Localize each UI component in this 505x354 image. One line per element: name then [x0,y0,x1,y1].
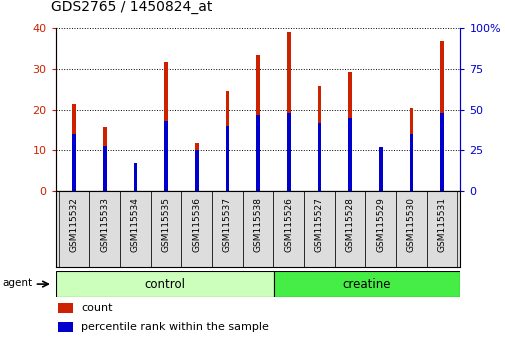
Text: GSM115538: GSM115538 [253,197,262,252]
Text: GSM115529: GSM115529 [376,197,384,252]
Bar [286,32,290,191]
Bar [133,170,137,191]
Bar [439,41,443,191]
Text: agent: agent [3,278,33,288]
Bar [273,271,460,297]
Bar [72,104,76,191]
Bar [225,91,229,191]
Text: GSM115526: GSM115526 [284,197,292,252]
Bar [59,322,73,332]
Bar [439,113,443,191]
Text: GSM115536: GSM115536 [192,197,201,252]
Bar [120,191,150,267]
Text: percentile rank within the sample: percentile rank within the sample [81,322,269,332]
Text: GDS2765 / 1450824_at: GDS2765 / 1450824_at [50,0,212,14]
Bar [225,126,229,191]
Text: GSM115531: GSM115531 [437,197,446,252]
Bar [164,62,168,191]
Bar [150,191,181,267]
Bar [347,118,351,191]
Text: GSM115537: GSM115537 [223,197,231,252]
Bar [334,191,365,267]
Text: control: control [144,278,185,291]
Bar [378,147,382,191]
Text: GSM115530: GSM115530 [406,197,415,252]
Bar [317,86,321,191]
Bar [347,72,351,191]
Bar [317,123,321,191]
Bar [273,191,304,267]
Bar [103,127,107,191]
Text: GSM115533: GSM115533 [100,197,109,252]
Bar [181,191,212,267]
Bar [378,148,382,191]
Bar [395,191,426,267]
Bar [212,191,242,267]
Bar [426,191,457,267]
Bar [72,134,76,191]
Bar [256,115,260,191]
Bar [286,113,290,191]
Text: GSM115532: GSM115532 [69,197,78,252]
Bar [59,303,73,313]
Text: GSM115527: GSM115527 [314,197,323,252]
Bar [194,150,198,191]
Text: GSM115528: GSM115528 [345,197,354,252]
Bar [194,143,198,191]
Text: creatine: creatine [342,278,390,291]
Bar [409,134,413,191]
Bar [59,191,89,267]
Bar [103,145,107,191]
Bar [164,121,168,191]
Bar [256,55,260,191]
Bar [89,191,120,267]
Bar [365,191,395,267]
Bar [304,191,334,267]
Bar [56,271,273,297]
Bar [133,164,137,191]
Text: count: count [81,303,113,313]
Bar [409,108,413,191]
Text: GSM115535: GSM115535 [161,197,170,252]
Text: GSM115534: GSM115534 [131,197,139,252]
Bar [242,191,273,267]
